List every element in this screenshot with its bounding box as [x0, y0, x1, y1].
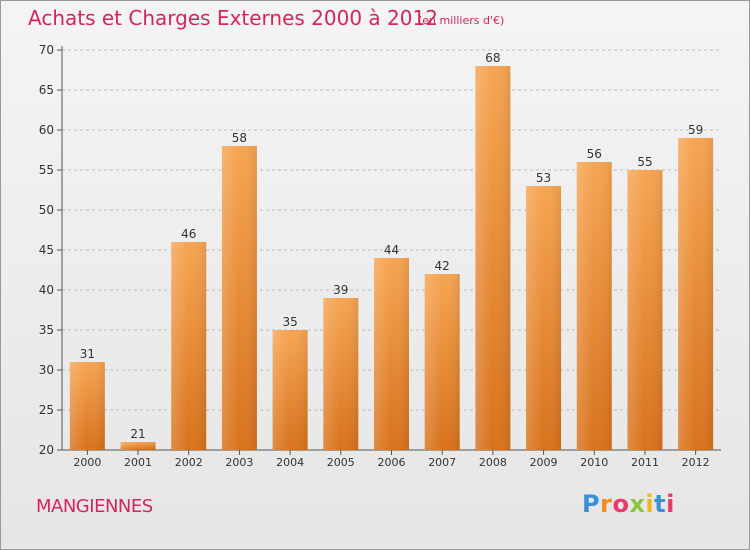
y-tick-label: 35: [39, 323, 54, 337]
bar-shading: [374, 258, 409, 450]
x-tick-label: 2000: [73, 456, 101, 469]
y-tick-label: 50: [39, 203, 54, 217]
x-tick-label: 2012: [682, 456, 710, 469]
x-tick-label: 2007: [428, 456, 456, 469]
bars: [69, 66, 714, 450]
bar-shading: [526, 186, 562, 450]
y-tick-label: 60: [39, 123, 54, 137]
bar-shading: [120, 442, 156, 450]
data-label: 44: [384, 243, 399, 257]
x-tick-labels: 2000 2001 2002 2003 2004 2005 2006 2007 2008 2009…: [73, 456, 709, 469]
y-tick-label: 70: [39, 43, 54, 57]
logo-letter: i: [645, 490, 655, 518]
x-tick-label: 2002: [175, 456, 203, 469]
y-tick-label: 40: [39, 283, 54, 297]
data-labels: 31 21 46 58 35 39 44 42 68 53 56 55 59: [80, 51, 704, 441]
data-label: 68: [485, 51, 500, 65]
bar-shading: [627, 170, 663, 450]
x-tick-label: 2010: [580, 456, 608, 469]
data-label: 59: [688, 123, 703, 137]
logo-letter: o: [612, 490, 630, 518]
data-label: 53: [536, 171, 551, 185]
x-tick-label: 2006: [378, 456, 406, 469]
y-tick-label: 20: [39, 443, 54, 457]
y-tick-label: 65: [39, 83, 54, 97]
place-name: MANGIENNES: [36, 496, 153, 517]
data-label: 58: [232, 131, 247, 145]
bar-shading: [221, 146, 257, 450]
logo-letter: x: [629, 490, 646, 518]
y-tick-labels: 20 25 30 35 40 45 50 55 60 65 70: [39, 43, 54, 457]
y-tick-label: 55: [39, 163, 54, 177]
proxiti-logo: Proxiti: [582, 490, 675, 518]
x-tick-label: 2001: [124, 456, 152, 469]
bar-shading: [678, 138, 714, 450]
bar-shading: [69, 362, 105, 450]
data-label: 46: [181, 227, 196, 241]
data-label: 39: [333, 283, 348, 297]
data-label: 56: [587, 147, 602, 161]
data-label: 35: [282, 315, 297, 329]
data-label: 42: [435, 259, 450, 273]
data-label: 55: [637, 155, 652, 169]
x-tick-label: 2005: [327, 456, 355, 469]
bar-shading: [576, 162, 612, 450]
y-tick-label: 30: [39, 363, 54, 377]
logo-letter: i: [666, 490, 675, 518]
y-tick-label: 25: [39, 403, 54, 417]
logo-letter: r: [600, 490, 613, 518]
bar-shading: [272, 330, 308, 450]
data-label: 31: [80, 347, 95, 361]
y-tick-label: 45: [39, 243, 54, 257]
x-tick-label: 2008: [479, 456, 507, 469]
x-tick-label: 2009: [530, 456, 558, 469]
x-tick-label: 2004: [276, 456, 304, 469]
chart-title: Achats et Charges Externes 2000 à 2012: [28, 6, 438, 30]
bar-shading: [323, 298, 359, 450]
bar-shading: [424, 274, 460, 450]
unit-note: (en milliers d'€): [418, 14, 505, 27]
data-label: 21: [130, 427, 145, 441]
logo-letter: t: [654, 490, 667, 518]
x-tick-label: 2011: [631, 456, 659, 469]
x-tick-label: 2003: [225, 456, 253, 469]
bar-shading: [171, 242, 207, 450]
bar-shading: [475, 66, 511, 450]
logo-letter: P: [582, 490, 601, 518]
